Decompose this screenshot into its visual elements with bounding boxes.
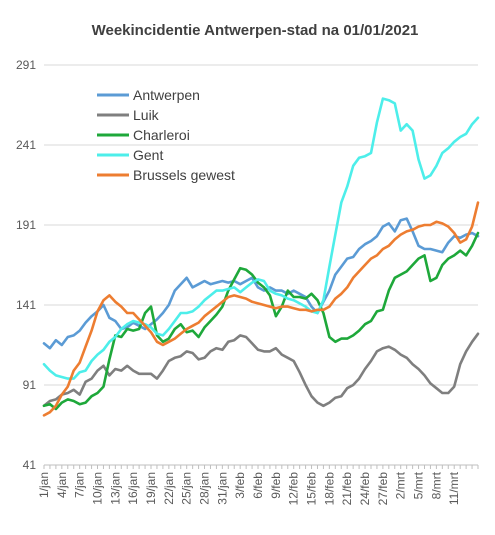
y-tick-label: 91 [23,378,37,392]
x-tick-label: 4/jan [55,472,69,498]
legend-label-charleroi: Charleroi [133,127,190,143]
x-tick-label: 28/jan [198,472,212,505]
x-tick-label: 5/mrt [412,471,426,499]
legend-label-antwerpen: Antwerpen [133,87,200,103]
x-tick-label: 16/jan [126,472,140,505]
series-lines [42,97,480,417]
x-tick-label: 22/jan [162,472,176,505]
x-tick-label: 18/feb [322,472,336,506]
x-tick-label: 15/feb [305,472,319,506]
x-tick-label: 10/jan [91,472,105,505]
series-line-luik [42,332,480,408]
axes: 41 91 141 191 241 291 1/jan 4/jan 7/jan 10/jan 13/… [16,58,479,506]
x-tick-label: 25/jan [180,472,194,505]
x-tick-label: 7/jan [73,472,87,498]
x-tick-label: 21/feb [340,472,354,506]
y-tick-label: 291 [16,58,36,72]
legend: Antwerpen Luik Charleroi Gent Brussels gewes… [97,87,235,183]
legend-label-luik: Luik [133,107,160,123]
x-tick-label: 8/mrt [429,471,443,499]
x-tick-label: 6/feb [251,472,265,499]
series-line-brussels-gewest [42,201,480,417]
x-tick-label: 27/feb [376,472,390,506]
y-tick-label: 41 [23,458,37,472]
legend-label-brussels-gewest: Brussels gewest [133,167,235,183]
x-tick-label: 11/mrt [447,471,461,505]
series-line-antwerpen [42,217,480,350]
x-tick-label: 3/feb [233,472,247,499]
x-tick-label: 31/jan [215,472,229,505]
x-tick-label: 1/jan [37,472,51,498]
y-tick-label: 141 [16,298,36,312]
series-line-gent [42,97,480,380]
y-tick-label: 241 [16,138,36,152]
x-tick-label: 19/jan [144,472,158,505]
x-tick-label: 12/feb [287,472,301,506]
x-tick-label: 9/feb [269,472,283,499]
chart-title: Weekincidentie Antwerpen-stad na 01/01/2… [92,22,419,39]
x-tick-label: 2/mrt [394,471,408,499]
x-tick-label: 13/jan [108,472,122,505]
x-tick-label: 24/feb [358,472,372,506]
y-tick-label: 191 [16,218,36,232]
legend-label-gent: Gent [133,147,163,163]
